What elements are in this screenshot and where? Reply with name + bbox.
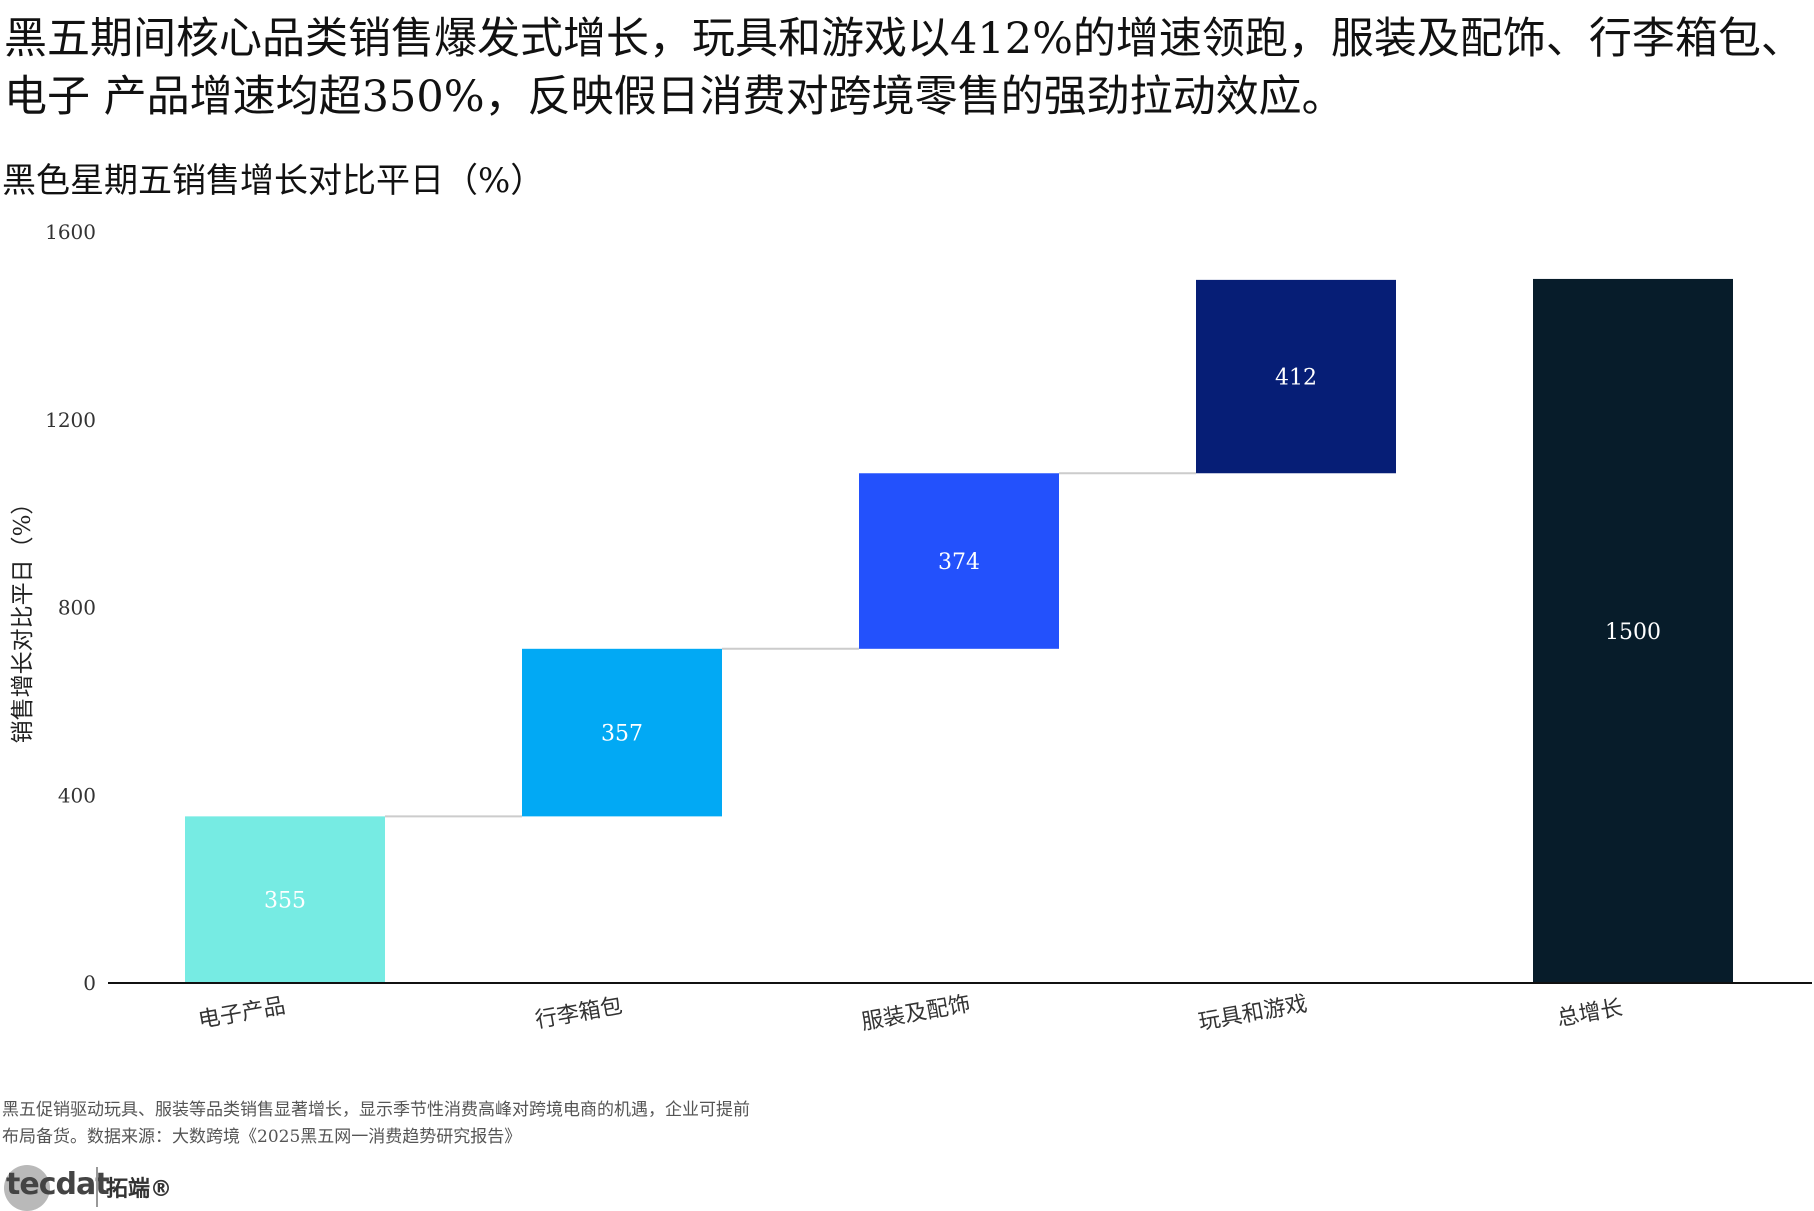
y-tick-label: 0 [83,971,96,995]
headline: 黑五期间核心品类销售爆发式增长，玩具和游戏以412%的增速领跑，服装及配饰、行李… [4,14,1804,122]
y-tick-label: 1200 [45,408,96,432]
logo-name: 拓端® [106,1177,173,1202]
x-category-label: 玩具和游戏 [1197,992,1310,1036]
footnote-line-1: 黑五促销驱动玩具、服装等品类销售显著增长，显示季节性消费高峰对跨境电商的机遇，企… [2,1100,750,1120]
footnote: 黑五促销驱动玩具、服装等品类销售显著增长，显示季节性消费高峰对跨境电商的机遇，企… [2,1097,842,1151]
bars [185,278,1733,983]
y-tick-label: 400 [58,783,96,807]
x-category-label: 行李箱包 [533,994,624,1034]
bar-value-label: 374 [938,550,980,575]
bar [1196,279,1396,474]
footnote-line-2: 布局备货。数据来源：大数跨境《2025黑五网一消费趋势研究报告》 [2,1127,522,1147]
bar-labels: 355 357 374 412 1500 [264,366,1661,914]
bar [859,473,1059,649]
x-category-label: 电子产品 [196,994,287,1034]
logo-circle-icon [4,1165,50,1211]
chart-title: 黑色星期五销售增长对比平日（%） [2,161,545,201]
x-category-label: 总增长 [1555,996,1624,1032]
x-category-label: 服装及配饰 [860,992,973,1036]
bar-value-label: 355 [264,889,306,914]
bar [522,648,722,817]
connectors [385,472,1196,818]
bar-value-label: 357 [601,722,643,747]
waterfall-chart: 355 357 374 412 1500 0 400 800 1200 1600 电子产品 行李箱… [10,220,1812,1036]
y-tick-label: 800 [58,596,96,620]
x-axis-categories: 电子产品 行李箱包 服装及配饰 玩具和游戏 总增长 [196,992,1624,1036]
logo-wordmark: tecdat [6,1167,110,1202]
y-axis-label: 销售增长对比平日（%） [10,492,36,744]
y-axis-ticks: 0 400 800 1200 1600 [45,220,96,995]
logo-divider [96,1167,98,1207]
y-tick-label: 1600 [45,220,96,244]
bar-value-label: 1500 [1605,620,1661,645]
bar-value-label: 412 [1275,366,1317,391]
bar [1533,278,1733,983]
bar [185,816,385,983]
